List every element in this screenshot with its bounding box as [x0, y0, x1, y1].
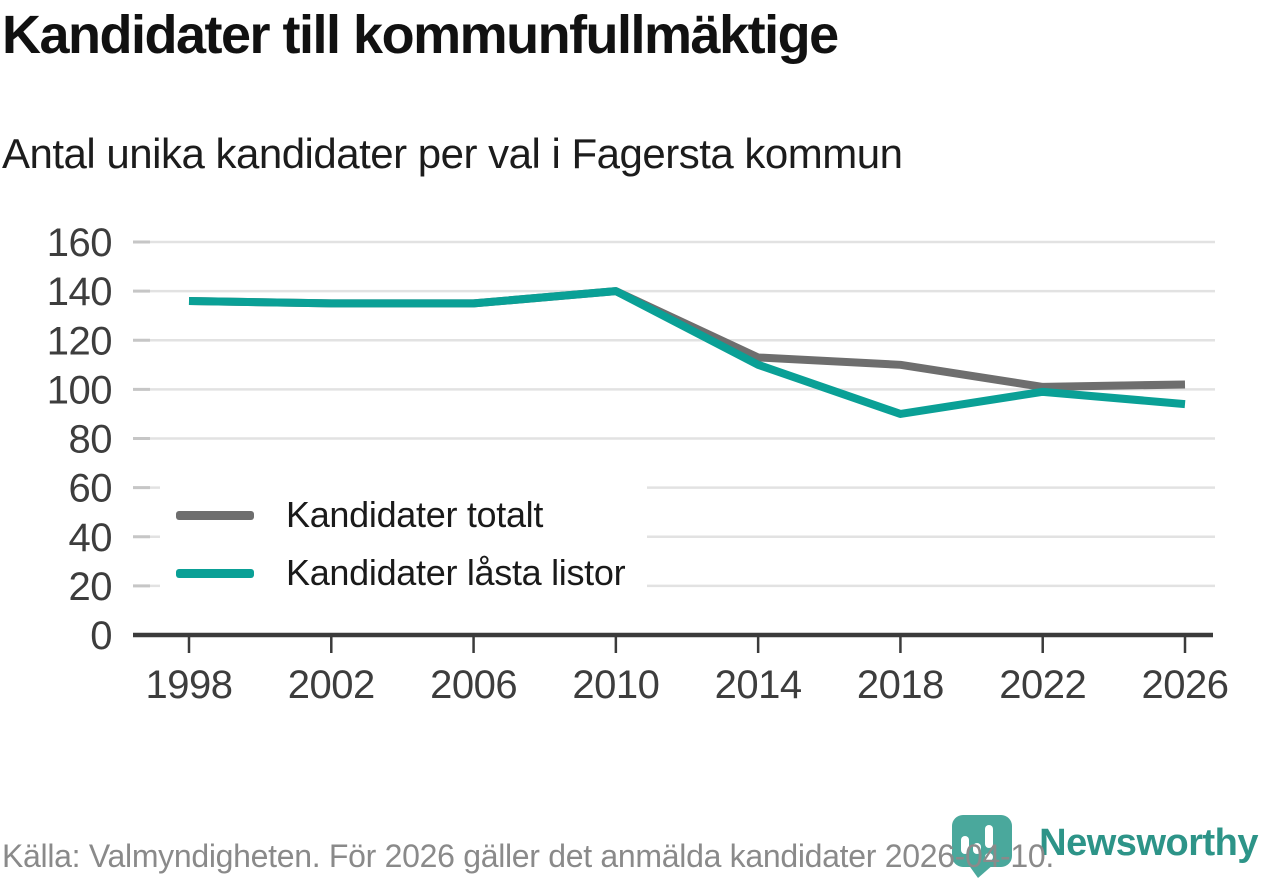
y-axis-label: 160 [47, 221, 112, 265]
logo-bar-medium [961, 836, 969, 854]
y-axis-label: 60 [69, 467, 113, 511]
x-axis-label: 2010 [572, 663, 659, 707]
legend-label: Kandidater totalt [286, 494, 544, 535]
x-axis-label: 2002 [288, 663, 375, 707]
logo-bar-short [973, 843, 981, 854]
y-axis-label: 40 [69, 516, 113, 560]
y-axis-label: 80 [69, 418, 113, 462]
x-axis-label: 2006 [430, 663, 517, 707]
brand-wordmark: Newsworthy [1039, 822, 1258, 864]
y-axis-label: 20 [69, 565, 113, 609]
x-axis-label: 1998 [146, 663, 233, 707]
legend-item: Kandidater låsta listor [176, 550, 626, 596]
page-title: Kandidater till kommunfullmäktige [2, 5, 839, 65]
newsworthy-logo-icon [952, 815, 1012, 878]
y-axis-label: 0 [90, 614, 112, 658]
logo-bubble [952, 815, 1012, 867]
y-axis-label: 120 [47, 319, 112, 363]
chart-subtitle: Antal unika kandidater per val i Fagerst… [2, 130, 903, 177]
y-axis-label: 100 [47, 368, 112, 412]
logo-exclamation-dot [985, 853, 993, 861]
logo-bubble-tail [968, 864, 994, 878]
legend-swatch [176, 568, 254, 578]
legend-label: Kandidater låsta listor [286, 552, 626, 593]
x-axis-label: 2014 [715, 663, 802, 707]
y-axis-label: 140 [47, 270, 112, 314]
source-note: Källa: Valmyndigheten. För 2026 gäller d… [2, 838, 1054, 874]
legend-swatch [176, 510, 254, 520]
logo-exclamation-bar [985, 825, 993, 848]
x-axis-label: 2018 [857, 663, 944, 707]
x-axis-label: 2022 [999, 663, 1086, 707]
legend-item: Kandidater totalt [176, 492, 625, 538]
x-axis-label: 2026 [1142, 663, 1229, 707]
series-line-locked-lists [188, 287, 1186, 418]
chart-legend: Kandidater totalt Kandidater låsta listor [160, 480, 648, 608]
